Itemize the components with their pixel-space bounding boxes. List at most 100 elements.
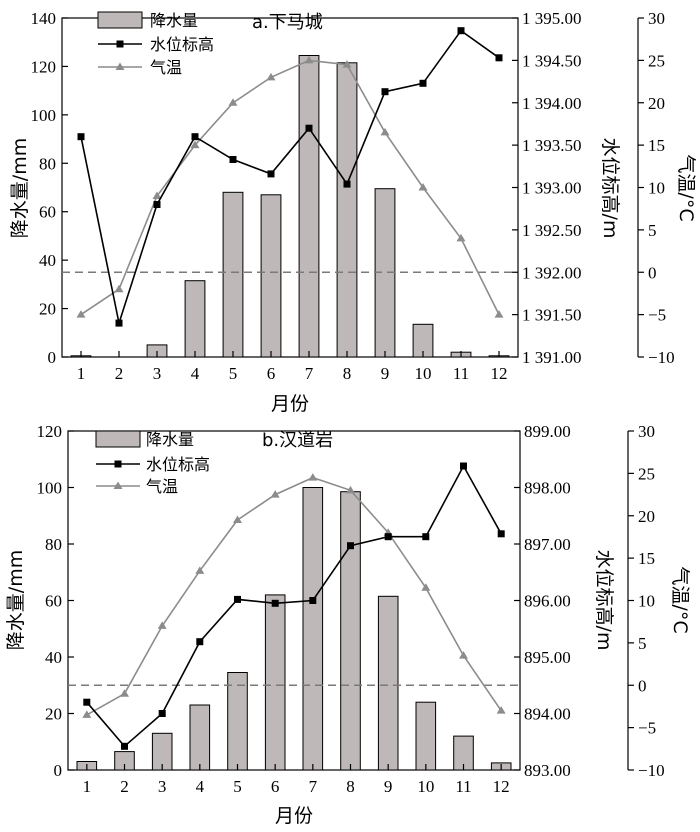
water-level-point <box>271 599 279 607</box>
legend-marker-water-level <box>116 40 124 48</box>
x-tick-label: 9 <box>381 364 390 383</box>
legend-label-temperature: 气温 <box>146 477 178 496</box>
y-right-temperature-tick-label: 15 <box>648 136 665 155</box>
x-tick-label: 1 <box>83 777 92 796</box>
precipitation-bar <box>415 701 437 771</box>
x-tick-label: 4 <box>196 777 205 796</box>
x-tick-label: 8 <box>343 364 352 383</box>
y-right-water-tick-label: 899.00 <box>524 422 571 441</box>
y-right-water-tick-label: 1 395.00 <box>522 9 582 28</box>
y-right-temperature-tick-label: −5 <box>648 306 666 325</box>
legend-label-temperature: 气温 <box>150 58 182 77</box>
y-left-tick-label: 40 <box>45 648 62 667</box>
temperature-point <box>120 689 129 697</box>
precipitation-bar <box>222 191 244 358</box>
temperature-point <box>152 191 162 199</box>
y-right-temperature-tick-label: 25 <box>638 464 655 483</box>
legend-swatch-precipitation <box>97 11 143 29</box>
x-tick-label: 4 <box>191 364 200 383</box>
water-level-line <box>80 29 500 327</box>
water-level-point <box>347 542 354 550</box>
y-axis-right-temperature-label: 气温/°C <box>669 566 691 633</box>
water-level-line <box>86 464 502 748</box>
precipitation-bar <box>264 594 286 771</box>
y-axis-left-label: 降水量/mm <box>9 138 31 238</box>
water-level-point <box>83 698 91 706</box>
temperature-point <box>308 473 318 481</box>
y-left-tick-label: 120 <box>31 57 57 76</box>
water-level-point <box>422 533 430 541</box>
y-right-temperature-tick-label: 15 <box>638 549 655 568</box>
y-right-temperature-tick-label: −5 <box>638 719 656 738</box>
legend-swatch-precipitation <box>95 430 141 448</box>
water-level-point <box>384 533 392 541</box>
y-right-temperature-tick-label: 20 <box>638 507 655 526</box>
y-right-temperature-tick-label: 10 <box>638 592 655 611</box>
y-right-temperature-tick-label: 10 <box>648 179 665 198</box>
temperature-point <box>233 515 242 523</box>
legend-marker-water-level <box>114 460 122 468</box>
precipitation-bar <box>302 487 324 771</box>
y-right-temperature-tick-label: 25 <box>648 51 665 70</box>
precipitation-bar <box>227 672 248 771</box>
water-level-point <box>121 742 128 750</box>
y-left-tick-label: 60 <box>39 203 56 222</box>
x-tick-label: 6 <box>267 364 276 383</box>
legend-marker-temperature <box>115 62 125 70</box>
x-tick-label: 10 <box>415 364 432 383</box>
y-right-temperature-tick-label: 20 <box>648 94 665 113</box>
water-level-point <box>229 156 237 163</box>
water-level-point <box>77 133 85 141</box>
temperature-point <box>418 183 428 191</box>
y-right-water-tick-label: 896.00 <box>524 592 571 611</box>
temperature-line <box>86 476 502 716</box>
x-axis-label: 月份 <box>271 393 309 415</box>
precipitation-bar <box>298 55 320 358</box>
x-tick-label: 9 <box>384 777 393 796</box>
x-axis-label: 月份 <box>275 805 313 827</box>
temperature-point <box>228 98 238 106</box>
x-tick-label: 12 <box>491 364 508 383</box>
water-level-point <box>497 530 505 538</box>
temperature-point <box>456 233 466 242</box>
y-axis-right-water-label: 水位标高/m <box>599 138 621 239</box>
legend: 降水量 水位标高 气温 <box>97 11 214 77</box>
y-right-temperature-tick-label: 30 <box>648 9 665 28</box>
y-left-tick-label: 80 <box>39 154 56 173</box>
temperature-point <box>380 127 390 136</box>
x-tick-label: 6 <box>271 777 280 796</box>
chart-panel-handaoyan: 1 2 3 4 5 6 7 8 9 10 11 12020406080100120893.00894.… <box>5 422 691 827</box>
chart-title: b.汉道岩 <box>262 430 333 451</box>
y-left-tick-label: 140 <box>31 9 57 28</box>
legend-label-precipitation: 降水量 <box>146 430 194 449</box>
water-level-point <box>267 170 275 178</box>
water-level-point <box>419 79 427 87</box>
precipitation-bar <box>184 280 206 358</box>
legend-marker-temperature <box>113 481 123 489</box>
water-level-point <box>305 124 313 132</box>
x-tick-label: 7 <box>309 777 318 796</box>
y-right-water-tick-label: 897.00 <box>524 535 571 554</box>
y-right-water-tick-label: 894.00 <box>524 705 571 724</box>
y-right-water-tick-label: 1 392.00 <box>522 263 582 282</box>
x-tick-label: 7 <box>305 364 314 383</box>
y-right-temperature-tick-label: 0 <box>638 676 647 695</box>
temperature-point <box>266 72 276 81</box>
x-tick-label: 2 <box>120 777 129 796</box>
y-right-water-tick-label: 1 393.00 <box>522 179 582 198</box>
temperature-point <box>496 706 506 714</box>
x-tick-label: 5 <box>233 777 242 796</box>
x-tick-label: 11 <box>455 777 471 796</box>
axis-ticks: 1 2 3 4 5 6 7 8 9 10 11 12020406080100120893.00894.… <box>37 422 665 796</box>
y-right-water-tick-label: 1 393.50 <box>522 136 582 155</box>
temperature-line <box>80 59 500 316</box>
temperature-point <box>76 310 86 318</box>
temperature-point <box>114 284 124 293</box>
y-left-tick-label: 0 <box>54 761 63 780</box>
temperature-point <box>82 710 92 718</box>
water-level-markers <box>77 27 503 327</box>
x-tick-label: 12 <box>493 777 510 796</box>
y-right-water-tick-label: 1 391.50 <box>522 306 582 325</box>
